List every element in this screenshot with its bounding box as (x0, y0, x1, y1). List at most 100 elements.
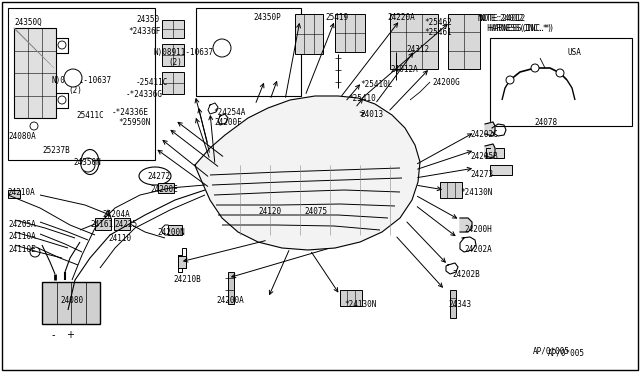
Bar (340, 290, 362, 306)
Text: -*24336E: -*24336E (112, 108, 149, 117)
Polygon shape (485, 122, 495, 136)
Text: 24110: 24110 (108, 234, 131, 243)
Text: 24012A: 24012A (390, 65, 418, 74)
Text: 24078: 24078 (534, 118, 557, 127)
Text: 24220A: 24220A (387, 13, 415, 22)
Text: 24110E: 24110E (8, 245, 36, 254)
Text: USA: USA (567, 48, 581, 57)
Text: 24200H: 24200H (464, 225, 492, 234)
Text: 24200N: 24200N (157, 228, 185, 237)
Text: 24210A: 24210A (7, 188, 35, 197)
Text: 24205B: 24205B (470, 152, 498, 161)
Text: 24225: 24225 (114, 220, 137, 229)
Text: NOTE:24012: NOTE:24012 (480, 14, 526, 23)
Bar (490, 148, 504, 158)
Text: HARNESS(INC.*): HARNESS(INC.*) (478, 24, 552, 33)
Circle shape (213, 39, 231, 57)
Circle shape (506, 76, 514, 84)
Bar (158, 183, 174, 193)
Text: NOTE:24012: NOTE:24012 (478, 14, 524, 23)
Text: AP/0*005: AP/0*005 (548, 348, 585, 357)
Text: 24350P: 24350P (253, 13, 281, 22)
Text: N: N (70, 74, 76, 83)
Bar (440, 182, 462, 198)
Bar (448, 14, 480, 69)
Bar (196, 8, 301, 96)
Circle shape (30, 122, 38, 130)
Text: 24202A: 24202A (464, 245, 492, 254)
Text: 24312: 24312 (406, 45, 429, 54)
Text: 24013: 24013 (360, 110, 383, 119)
Text: 24205A: 24205A (8, 220, 36, 229)
Bar (228, 272, 234, 304)
Text: +: + (66, 330, 74, 340)
Bar (390, 14, 438, 69)
Text: 24075: 24075 (304, 207, 327, 216)
Bar (168, 225, 182, 235)
Text: 24080: 24080 (60, 296, 83, 305)
Text: 24200E: 24200E (150, 185, 178, 194)
Text: 24343: 24343 (448, 300, 471, 309)
Bar (162, 20, 184, 38)
Text: 24200F: 24200F (214, 118, 242, 127)
Text: 24350N: 24350N (73, 158, 100, 167)
Circle shape (64, 69, 82, 87)
Text: N: N (219, 45, 225, 54)
Polygon shape (460, 218, 472, 232)
Bar (295, 14, 323, 54)
Bar (162, 72, 184, 94)
Text: 24080A: 24080A (8, 132, 36, 141)
Bar (490, 165, 512, 175)
Text: HARNESS(INC.*): HARNESS(INC.*) (480, 24, 554, 33)
Text: -*24336G: -*24336G (126, 90, 163, 99)
Text: 24272: 24272 (147, 172, 170, 181)
Bar (14, 28, 56, 118)
Circle shape (531, 64, 539, 72)
Text: 24350: 24350 (136, 15, 159, 24)
Bar (178, 256, 186, 268)
Text: *25410L: *25410L (360, 80, 392, 89)
Text: *25461: *25461 (424, 28, 452, 37)
Text: 24200G: 24200G (432, 78, 460, 87)
Text: 24204A: 24204A (102, 210, 130, 219)
Text: 25419: 25419 (325, 13, 348, 22)
Text: 24210B: 24210B (173, 275, 201, 284)
Text: 24350Q: 24350Q (14, 18, 42, 27)
Bar (42, 282, 100, 324)
Bar (8, 8, 155, 160)
Bar (450, 290, 456, 318)
Bar (474, 8, 636, 16)
Polygon shape (195, 96, 420, 250)
Text: 24273: 24273 (470, 170, 493, 179)
Text: (2): (2) (68, 86, 82, 95)
Text: (2): (2) (168, 58, 182, 67)
Bar (490, 38, 632, 126)
Text: AP/0*005: AP/0*005 (533, 346, 570, 355)
Text: -25411C: -25411C (136, 78, 168, 87)
Text: 24202B: 24202B (452, 270, 480, 279)
Text: N)08911-10637: N)08911-10637 (154, 48, 214, 57)
Text: 24161: 24161 (90, 220, 113, 229)
Bar (95, 218, 111, 230)
Text: *24130N: *24130N (344, 300, 376, 309)
Bar (162, 44, 184, 66)
Text: *25410: *25410 (348, 94, 376, 103)
Circle shape (58, 96, 66, 104)
Text: -: - (51, 330, 55, 340)
Text: *25950N: *25950N (118, 118, 150, 127)
Text: *24254A: *24254A (213, 108, 245, 117)
Circle shape (81, 158, 95, 172)
Text: *24336F: *24336F (128, 27, 161, 36)
Text: 24200A: 24200A (216, 296, 244, 305)
Circle shape (58, 41, 66, 49)
Circle shape (556, 69, 564, 77)
Text: 24120: 24120 (258, 207, 281, 216)
Circle shape (30, 247, 40, 257)
Text: 24202C: 24202C (470, 130, 498, 139)
Text: *24130N: *24130N (460, 188, 492, 197)
Bar (114, 218, 130, 230)
Bar (335, 14, 365, 52)
Polygon shape (485, 144, 495, 158)
Text: *25462: *25462 (424, 18, 452, 27)
Text: 25411C: 25411C (76, 111, 104, 120)
